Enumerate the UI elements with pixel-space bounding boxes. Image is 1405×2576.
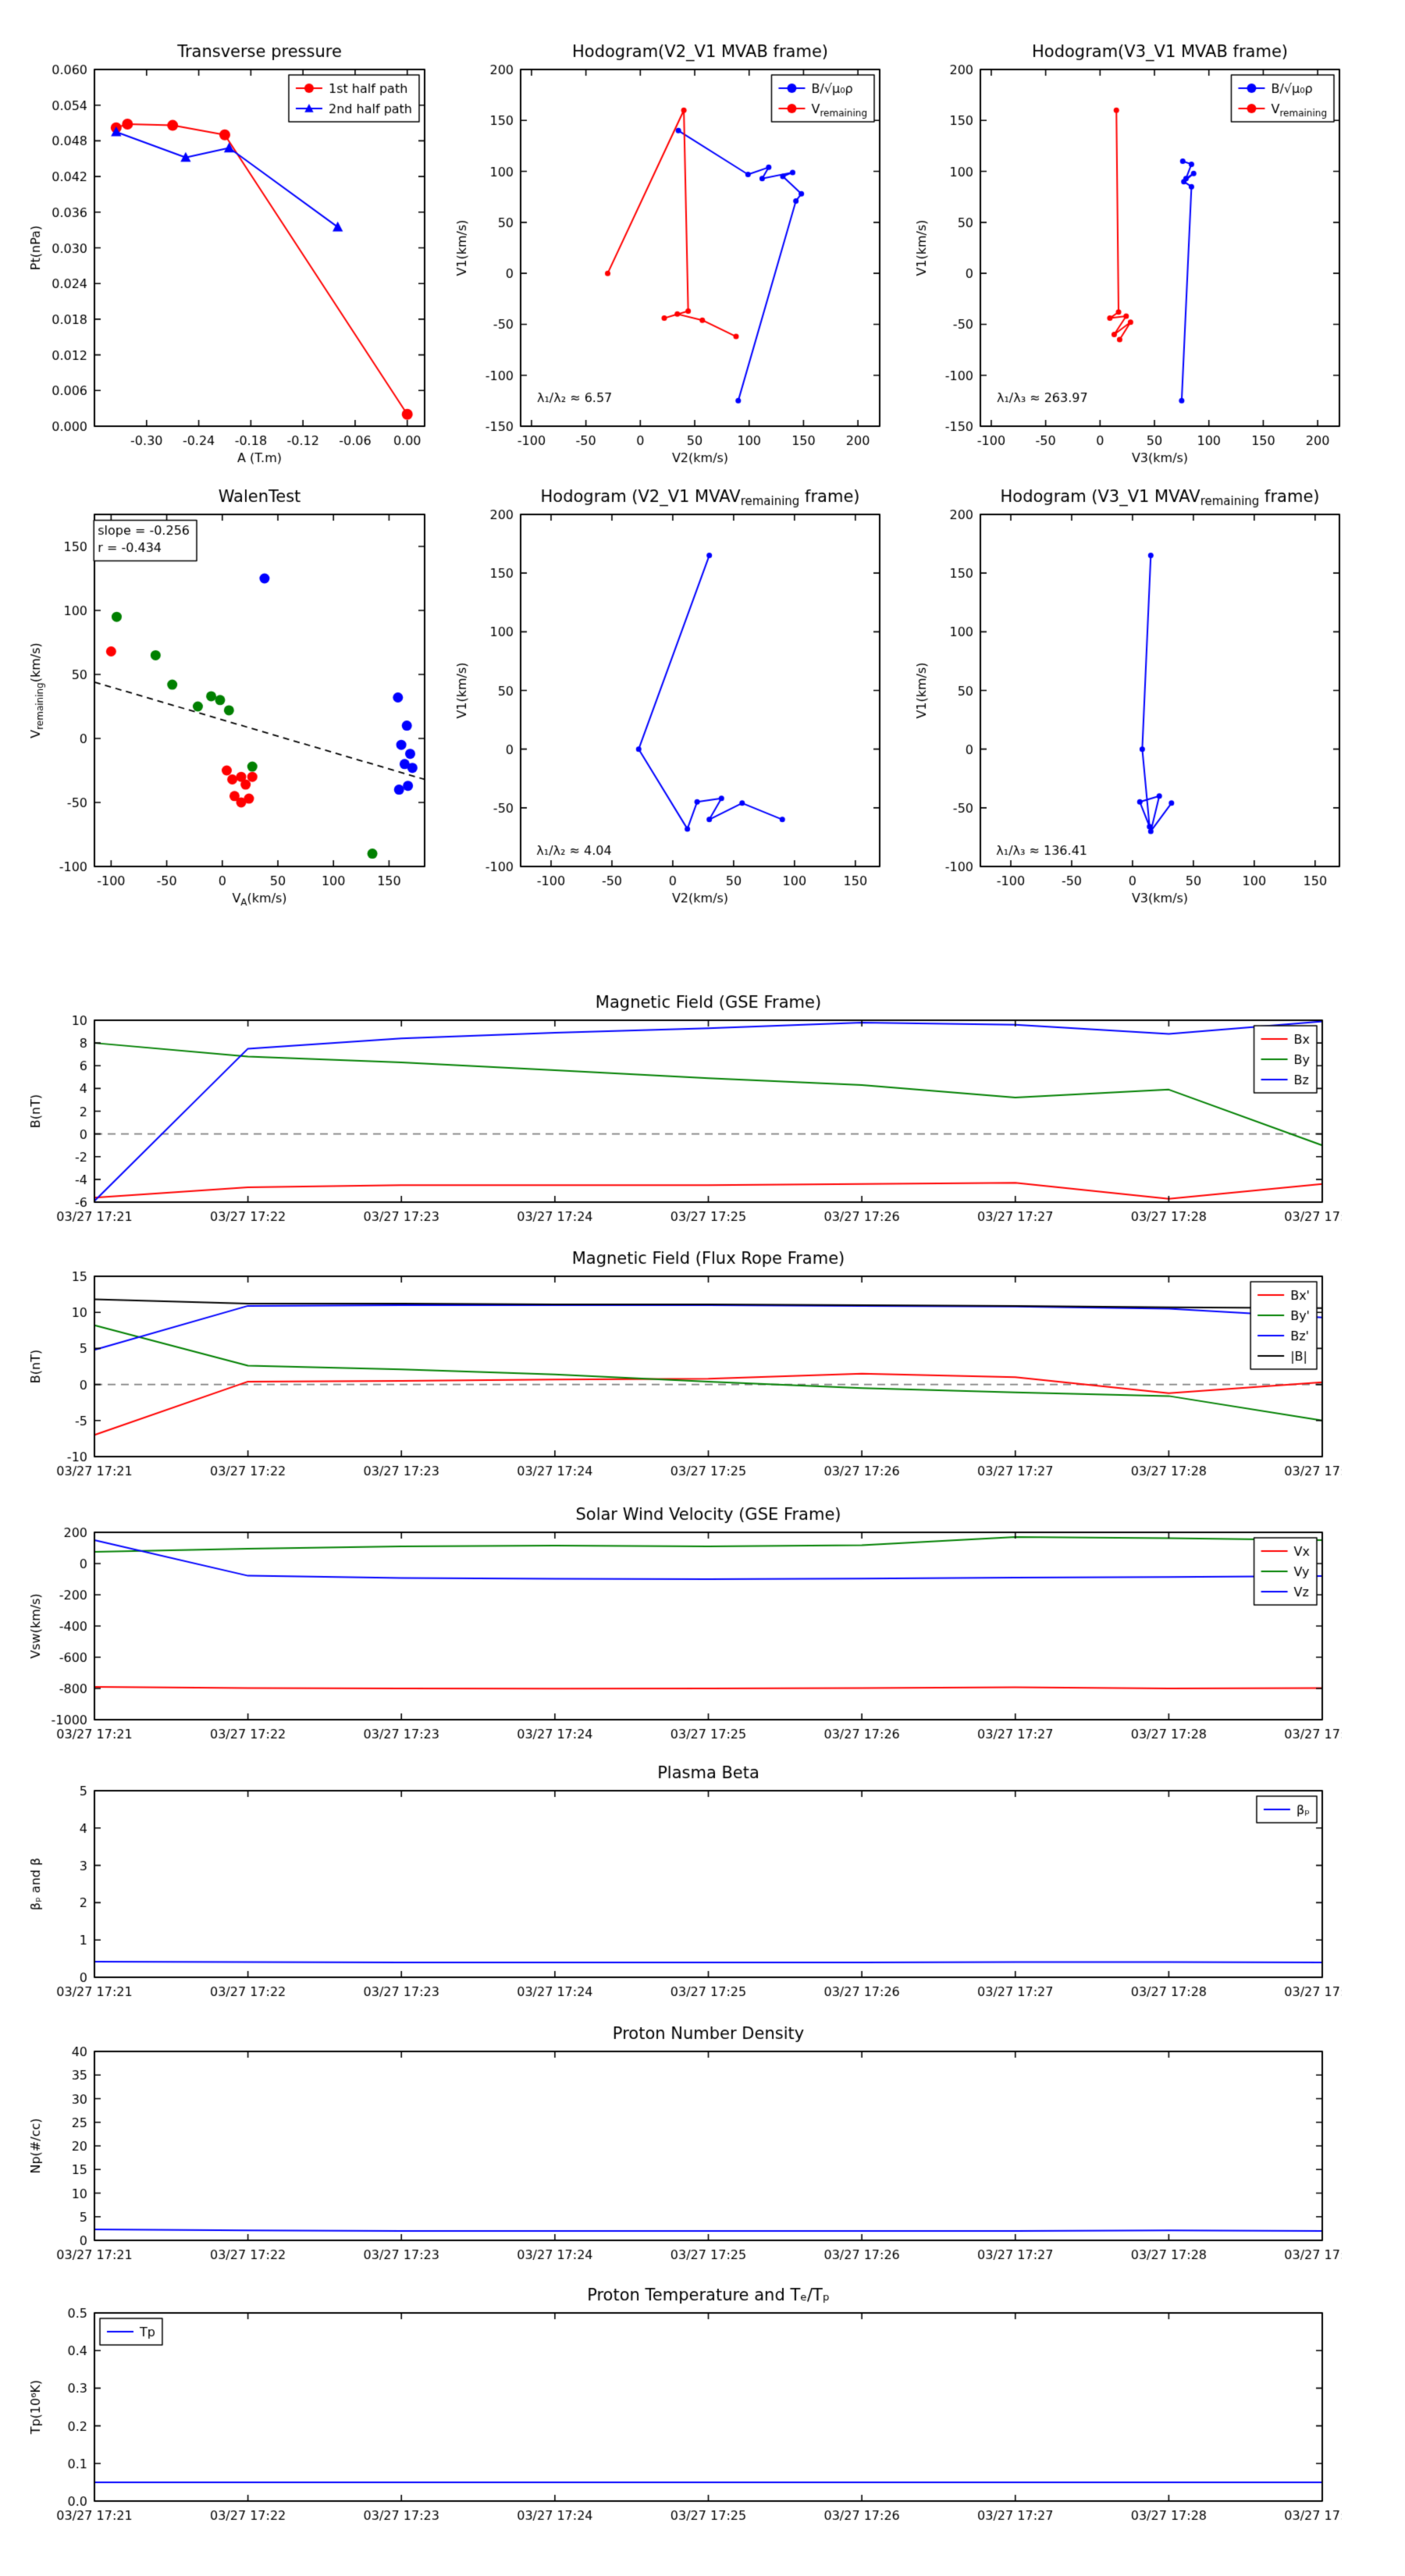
panel-proton-density: [12, 2012, 1342, 2270]
hodogram-v2v1-mvab-chart: [439, 30, 899, 469]
walen-test-chart: [12, 475, 444, 909]
transverse-pressure-chart: [12, 30, 444, 469]
proton-temperature-chart: [12, 2274, 1342, 2531]
magnetic-field-flux-rope-chart: [12, 1237, 1342, 1486]
panel-magnetic-field-gse: [12, 981, 1342, 1232]
hodogram-v2v1-mvav-chart: [439, 475, 899, 909]
hodogram-v3v1-mvab-chart: [898, 30, 1359, 469]
panel-proton-temperature: [12, 2274, 1342, 2531]
panel-hodogram-v2v1-mvav: [439, 475, 899, 909]
proton-density-chart: [12, 2012, 1342, 2270]
panel-plasma-beta: [12, 1752, 1342, 2007]
magnetic-field-gse-chart: [12, 981, 1342, 1232]
panel-walen-test: [12, 475, 444, 909]
solar-wind-velocity-chart: [12, 1493, 1342, 1749]
panel-hodogram-v3v1-mvav: [898, 475, 1359, 909]
panel-hodogram-v3v1-mvab: [898, 30, 1359, 469]
panel-solar-wind-velocity: [12, 1493, 1342, 1749]
plasma-beta-chart: [12, 1752, 1342, 2007]
hodogram-v3v1-mvav-chart: [898, 475, 1359, 909]
panel-hodogram-v2v1-mvab: [439, 30, 899, 469]
panel-magnetic-field-flux-rope: [12, 1237, 1342, 1486]
panel-transverse-pressure: [12, 30, 444, 469]
